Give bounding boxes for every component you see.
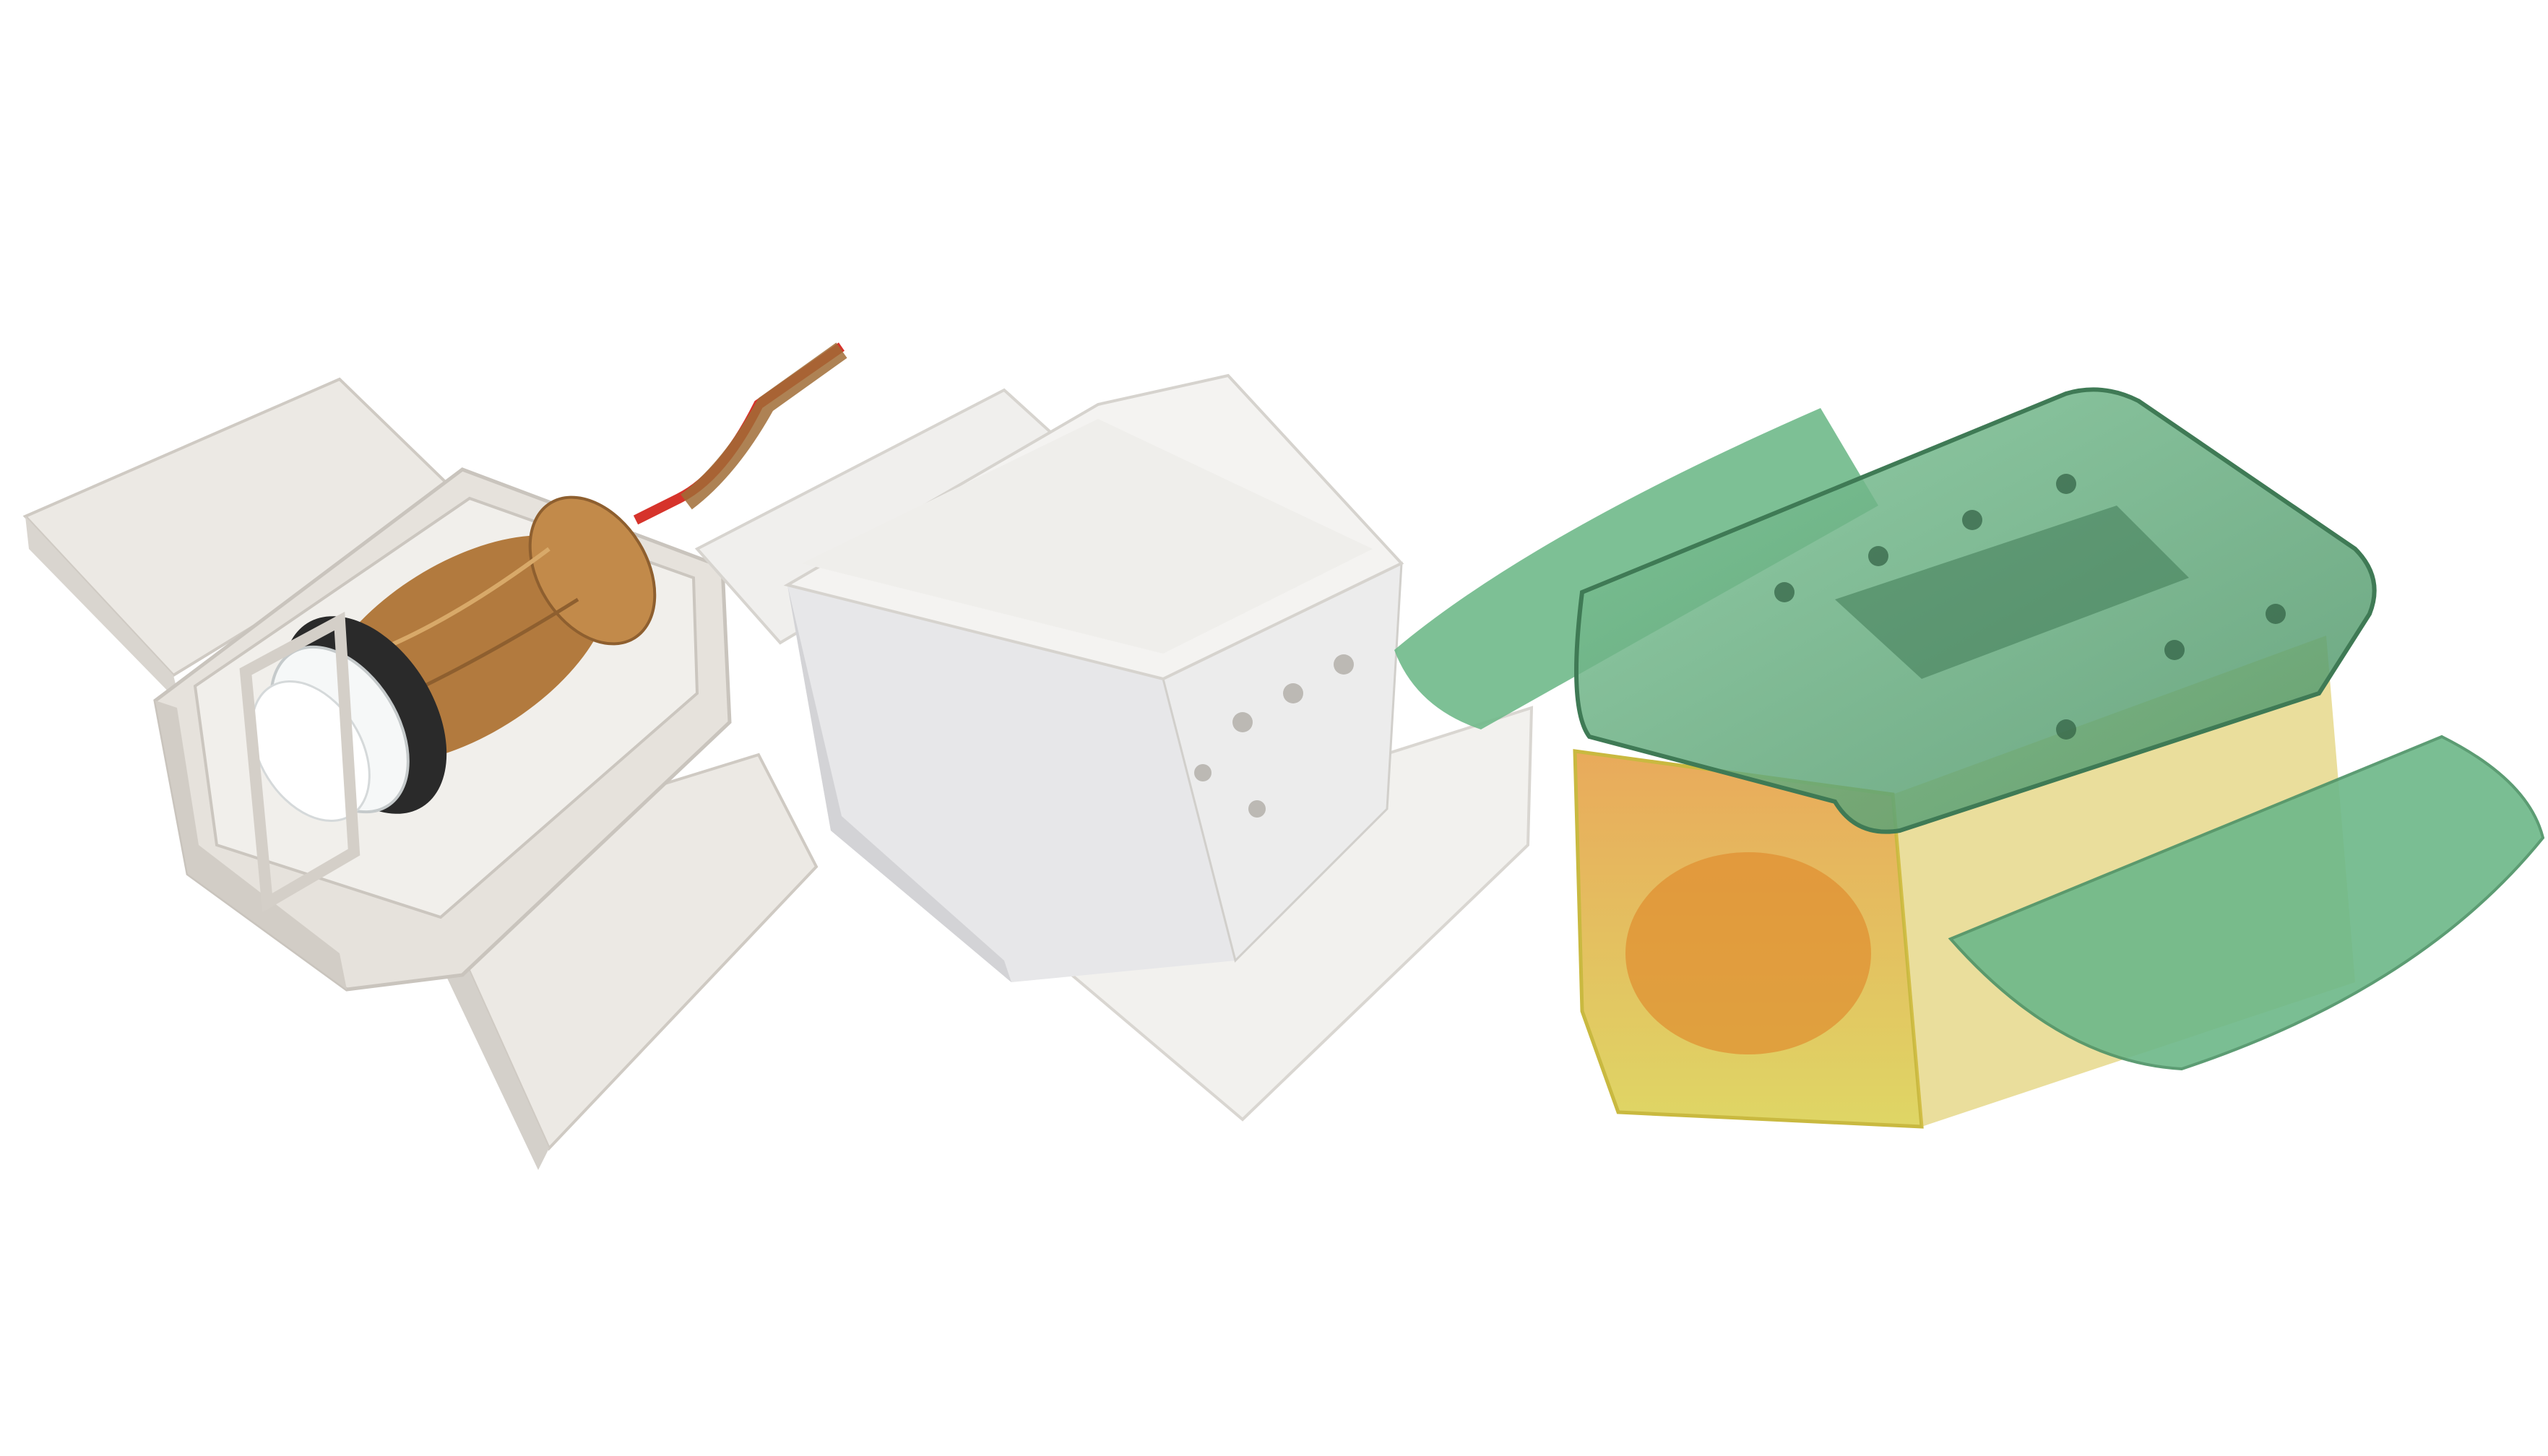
right-fin [1948, 734, 2545, 1071]
closed-prototype-illustration [694, 373, 1534, 1122]
screw-holes [1194, 654, 1354, 818]
screw-bosses [1774, 474, 2286, 740]
cad-render-illustration [1394, 387, 2545, 1129]
open-prototype-photo [0, 0, 852, 1456]
inner-board [1835, 506, 2189, 679]
open-prototype-illustration [22, 342, 847, 1170]
closed-prototype-photo [679, 0, 1546, 1456]
inner-bracket [239, 612, 360, 913]
translucent-cad-render [1373, 0, 2548, 1456]
